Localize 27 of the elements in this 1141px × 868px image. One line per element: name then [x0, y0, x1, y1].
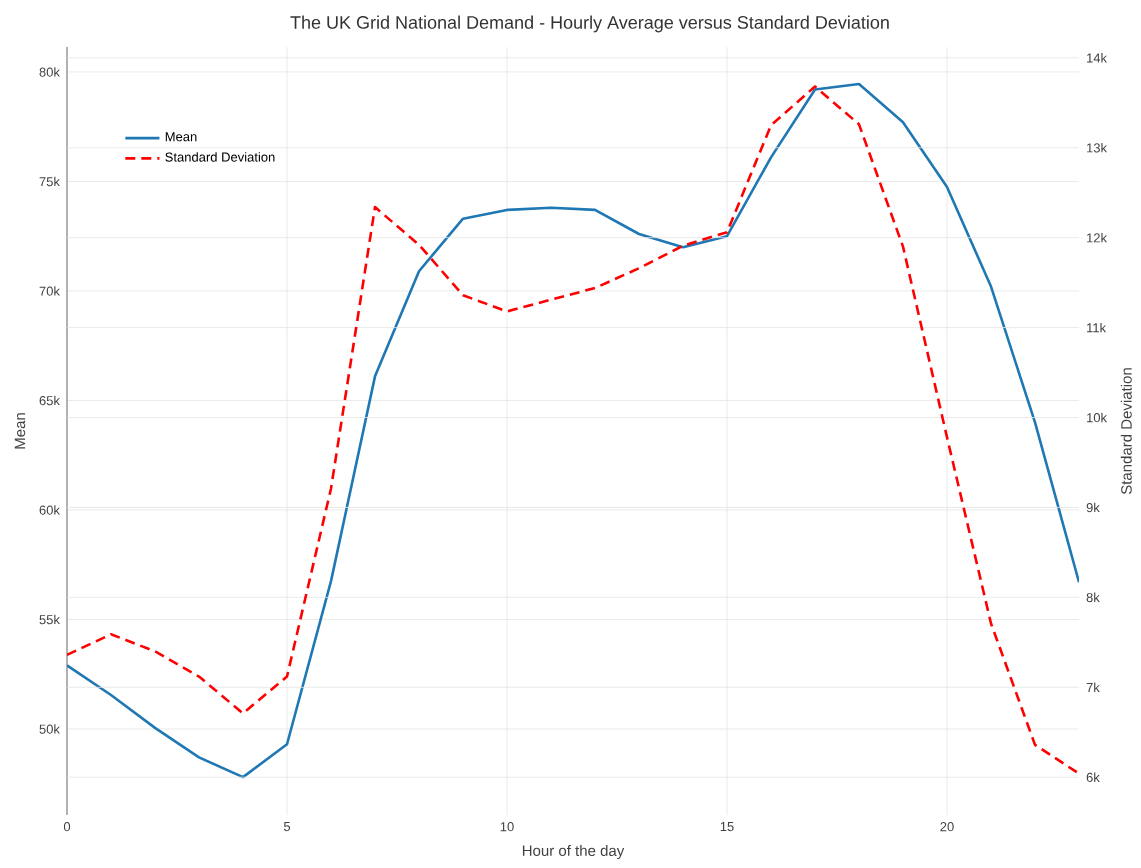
x-tick-label: 20	[940, 822, 954, 832]
y2-tick-label: 8k	[1086, 592, 1100, 603]
y2-axis-title: Standard Deviation	[1120, 368, 1132, 495]
chart-title: The UK Grid National Demand - Hourly Average versus Standard Deviation	[290, 15, 889, 33]
y2-tick-label: 13k	[1087, 142, 1108, 153]
y2-tick-label: 11k	[1087, 322, 1107, 333]
x-axis-title: Hour of the day	[522, 845, 625, 859]
y-tick-label: 70k	[39, 286, 60, 296]
y2-tick-label: 9k	[1086, 502, 1100, 513]
y2-tick-label: 7k	[1086, 682, 1100, 693]
y2-tick-label: 14k	[1087, 53, 1108, 63]
y2-tick-label: 10k	[1087, 412, 1108, 423]
y-axis-title: Mean	[14, 413, 26, 449]
x-tick-label: 5	[283, 822, 291, 832]
y-tick-label: 60k	[39, 505, 60, 515]
y2-tick-label: 6k	[1086, 772, 1100, 782]
x-tick-label: 15	[720, 822, 734, 832]
y-tick-label: 75k	[39, 176, 60, 187]
x-tick-label: 10	[500, 822, 514, 832]
y-tick-label: 55k	[39, 614, 60, 625]
y-tick-label: 65k	[39, 395, 60, 406]
legend-label: Mean	[165, 132, 197, 142]
y-tick-label: 50k	[39, 724, 60, 734]
y-tick-label: 80k	[39, 67, 60, 77]
y2-tick-label: 12k	[1087, 232, 1108, 243]
x-tick-label: 0	[63, 822, 71, 832]
legend-label: Standard Deviation	[165, 152, 275, 162]
